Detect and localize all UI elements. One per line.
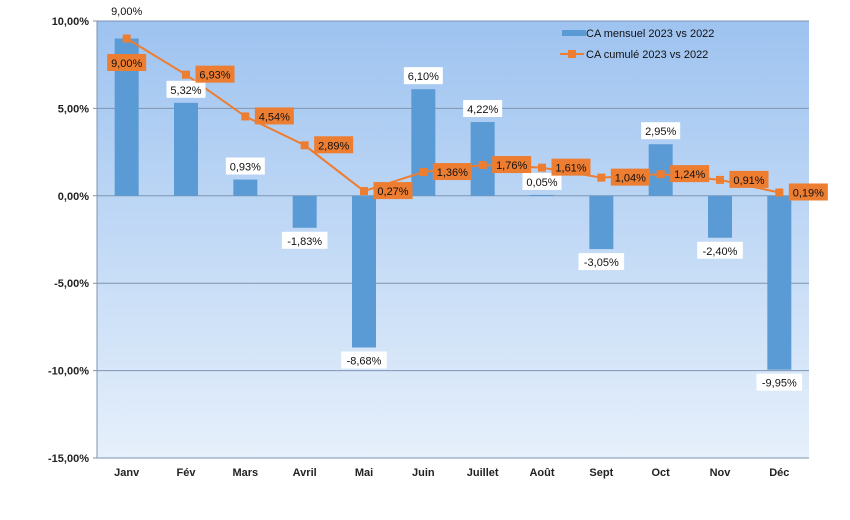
line-marker (775, 188, 784, 197)
bar (648, 144, 673, 196)
y-tick-label: -5,00% (54, 278, 89, 290)
line-marker (538, 163, 546, 172)
line-data-label-bg (670, 165, 710, 183)
legend-bar-swatch (562, 30, 586, 36)
x-tick-label: Fév (177, 467, 197, 479)
bar (174, 102, 198, 196)
line-data-label-bg (492, 156, 532, 174)
bar-data-label-bg (697, 241, 743, 259)
x-tick-label: Oct (651, 467, 670, 479)
line-marker (182, 70, 190, 79)
line-marker (716, 175, 724, 184)
line-marker (300, 141, 309, 150)
bar (352, 195, 376, 348)
x-tick-label: Août (529, 467, 554, 479)
bar (233, 179, 258, 196)
y-tick-label: -10,00% (48, 366, 89, 378)
line-data-label-bg (314, 136, 354, 154)
x-tick-label: Janv (114, 467, 140, 479)
line-data-label-bg (729, 170, 769, 188)
line-marker (419, 168, 428, 177)
bar-data-label: 2,95% (645, 126, 676, 138)
legend-label: CA mensuel 2023 vs 2022 (586, 28, 714, 40)
bar-data-label: 5,32% (170, 85, 201, 97)
bar-data-label: -8,68% (347, 356, 382, 368)
bar-data-label-bg (403, 67, 443, 85)
bar-data-label: -9,95% (762, 378, 797, 390)
y-tick-label: 10,00% (52, 16, 90, 28)
y-tick-label: 0,00% (58, 191, 89, 203)
y-tick-label: -15,00% (48, 453, 89, 465)
x-tick-label: Mai (355, 467, 373, 479)
line-data-label: 0,19% (793, 187, 824, 199)
x-tick-label: Juillet (467, 467, 499, 479)
bar (292, 195, 317, 228)
bar (470, 122, 495, 196)
bar-data-label: 0,93% (230, 162, 261, 174)
line-marker (597, 173, 606, 182)
bar (530, 194, 554, 196)
bar-data-label: 6,10% (408, 71, 439, 83)
bar-data-label: 0,05% (526, 177, 557, 189)
bar (114, 38, 139, 196)
legend-label: CA cumulé 2023 vs 2022 (586, 49, 708, 61)
bar-data-label-bg (641, 122, 681, 140)
bar-data-label: -2,40% (703, 246, 738, 258)
bar-data-label: -3,05% (584, 257, 619, 269)
bar (767, 195, 792, 370)
line-data-label: 1,04% (615, 173, 646, 185)
bar (411, 89, 436, 196)
bar (589, 195, 614, 250)
line-data-label-bg (551, 158, 591, 176)
line-marker (478, 161, 487, 170)
bar (708, 195, 732, 238)
y-tick-label: 5,00% (58, 103, 89, 115)
line-data-label-bg (107, 54, 147, 71)
line-data-label: 0,91% (733, 175, 764, 187)
line-data-label: 0,27% (377, 186, 408, 198)
bar-data-label-bg (463, 100, 503, 118)
bar-data-label-bg (107, 2, 147, 19)
bar-data-label-bg (341, 351, 387, 369)
plot-area (97, 21, 809, 458)
line-marker (241, 112, 250, 121)
legend-marker (568, 50, 576, 58)
bar-data-label: 9,00% (111, 6, 142, 18)
bar-data-label-bg (281, 231, 328, 249)
line-data-label: 9,00% (111, 58, 142, 70)
line-data-label-bg (610, 168, 650, 186)
line-data-label: 1,61% (555, 163, 586, 175)
x-tick-label: Sept (589, 467, 613, 479)
line-data-label: 1,36% (437, 167, 468, 179)
line-data-label-bg (373, 182, 413, 200)
x-tick-label: Avril (293, 467, 317, 479)
bar-data-label: 4,22% (467, 104, 498, 116)
line-data-label-bg (432, 163, 472, 181)
bar-data-label-bg (756, 373, 803, 391)
x-tick-label: Mars (232, 467, 258, 479)
line-data-label-bg (788, 183, 828, 201)
line-data-label: 1,24% (674, 169, 705, 181)
line-data-label-bg (254, 107, 294, 125)
bar-data-label-bg (522, 172, 562, 190)
x-tick-label: Déc (769, 467, 789, 479)
bar-data-label-bg (225, 157, 265, 175)
line-marker (122, 34, 131, 43)
line-data-label: 1,76% (496, 160, 527, 172)
line-data-label: 2,89% (318, 140, 349, 152)
line-marker (360, 187, 368, 196)
line-marker (656, 170, 665, 179)
x-tick-label: Juin (412, 467, 435, 479)
line-data-label: 4,54% (259, 111, 290, 123)
bar-data-label-bg (166, 80, 206, 98)
bar-data-label: -1,83% (287, 236, 322, 248)
bar-data-label-bg (578, 253, 625, 271)
line-data-label: 6,93% (199, 70, 230, 82)
line-data-label-bg (195, 65, 235, 83)
x-tick-label: Nov (710, 467, 732, 479)
